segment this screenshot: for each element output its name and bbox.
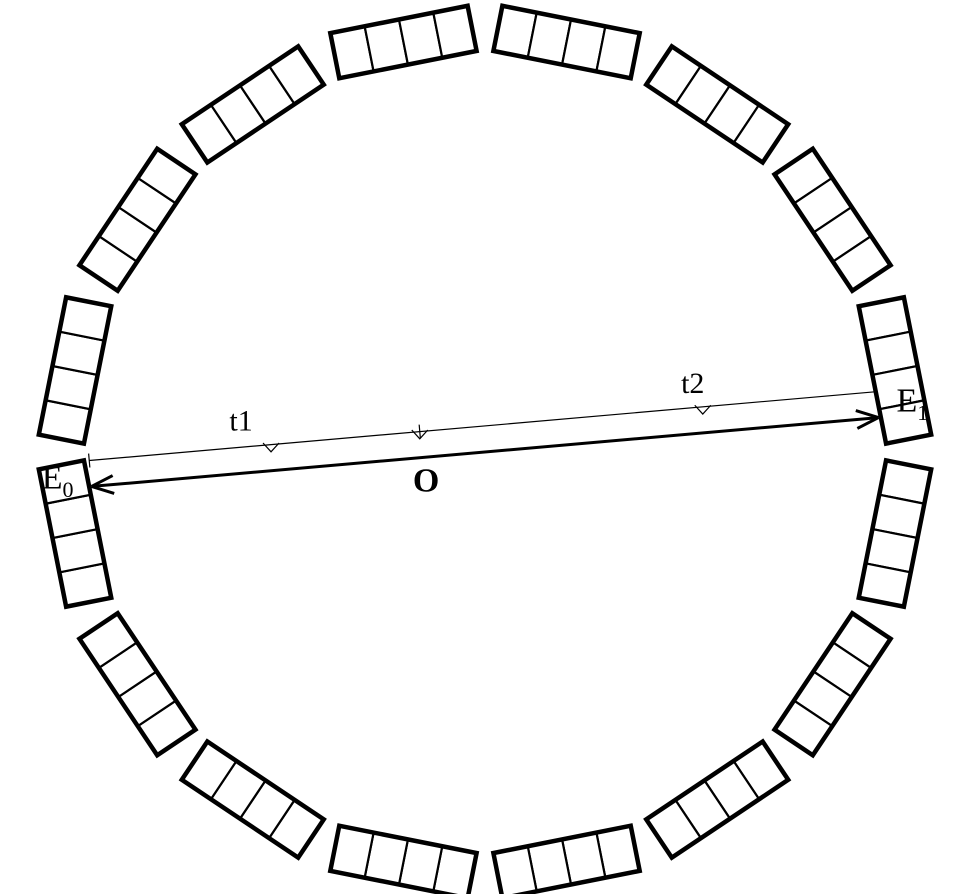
detector-block — [330, 6, 476, 78]
annotation-line — [89, 392, 876, 461]
annotation-tick — [419, 425, 420, 439]
detector-block — [182, 46, 324, 162]
label-t1: t1 — [229, 405, 252, 438]
detector-block — [859, 460, 931, 606]
detector-block — [493, 826, 639, 894]
detector-block — [493, 6, 639, 78]
detector-block — [182, 742, 324, 858]
detector-block — [39, 297, 111, 443]
annotation-tick — [89, 454, 90, 468]
detector-block — [775, 149, 891, 291]
detector-block — [775, 613, 891, 755]
detector-ring — [39, 6, 931, 894]
label-t2: t2 — [681, 367, 704, 400]
annotation-group: E0E1t1t2O — [42, 367, 929, 502]
detector-block — [79, 149, 195, 291]
event-line-group — [92, 411, 879, 494]
arrowhead-line — [856, 411, 879, 418]
detector-block — [646, 46, 788, 162]
detector-block — [330, 826, 476, 894]
detector-block — [646, 742, 788, 858]
detector-block — [79, 613, 195, 755]
label-o: O — [413, 463, 439, 500]
event-line — [92, 418, 879, 487]
arrowhead-line — [92, 486, 115, 493]
diagram-canvas: E0E1t1t2O — [0, 0, 964, 894]
